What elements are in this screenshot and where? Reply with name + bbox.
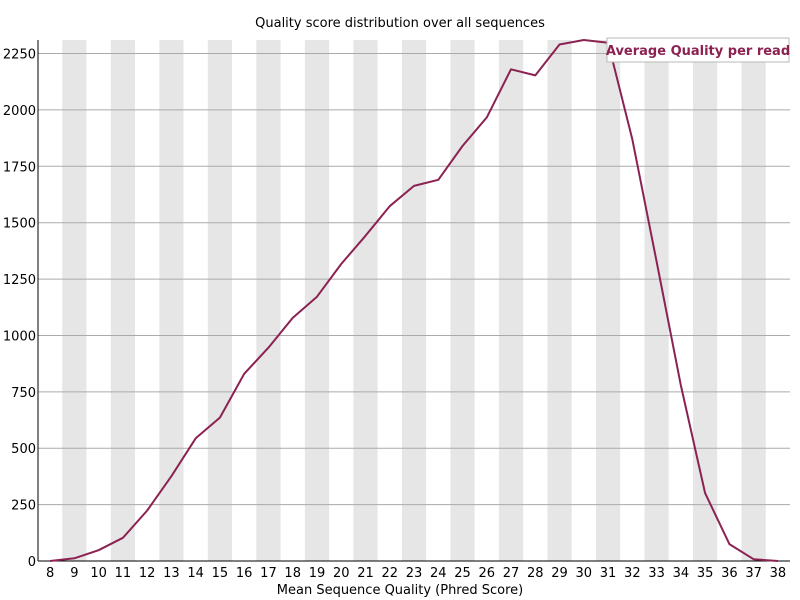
y-tick-label: 1000 [3, 329, 36, 344]
x-tick-label: 26 [479, 566, 496, 581]
x-tick-label: 22 [381, 566, 398, 581]
shade-band [401, 40, 427, 561]
x-tick-label: 23 [406, 566, 423, 581]
y-tick-label: 250 [11, 499, 36, 514]
x-tick-label: 30 [576, 566, 593, 581]
shade-band [304, 40, 330, 561]
shade-band [450, 40, 475, 561]
shade-band [498, 40, 524, 561]
series-line [49, 39, 778, 562]
shade-band [741, 40, 766, 561]
shade-band [110, 40, 136, 561]
shade-band [353, 40, 378, 561]
x-tick-label: 21 [357, 566, 374, 581]
x-tick-label: 29 [551, 566, 568, 581]
y-tick-label: 1750 [3, 160, 36, 175]
x-tick-label: 24 [430, 566, 447, 581]
x-tick-label: 8 [46, 566, 54, 581]
shade-band [159, 40, 184, 561]
y-tick-label: 1250 [3, 273, 36, 288]
y-tick-label: 0 [28, 555, 36, 570]
shade-band [547, 40, 572, 561]
shade-band [595, 40, 621, 561]
y-tick-label: 2250 [3, 48, 36, 63]
shade-band [692, 40, 718, 561]
x-tick-label: 11 [115, 566, 132, 581]
chart-title: Quality score distribution over all sequ… [255, 16, 545, 31]
x-tick-label: 16 [236, 566, 253, 581]
legend-box [606, 37, 790, 63]
x-tick-label: 12 [139, 566, 156, 581]
x-tick-label: 20 [333, 566, 350, 581]
x-tick-label: 14 [187, 566, 204, 581]
y-tick-label: 2000 [3, 104, 36, 119]
x-axis-label: Mean Sequence Quality (Phred Score) [276, 583, 524, 598]
shade-band [256, 40, 281, 561]
shade-band [62, 40, 87, 561]
y-tick-label: 500 [11, 442, 36, 457]
y-tick-label: 1500 [3, 217, 36, 232]
x-tick-label: 37 [745, 566, 762, 581]
x-tick-label: 9 [70, 566, 78, 581]
x-tick-label: 38 [770, 566, 787, 581]
x-tick-label: 33 [648, 566, 665, 581]
x-tick-label: 10 [90, 566, 107, 581]
x-tick-label: 36 [721, 566, 738, 581]
x-tick-label: 19 [309, 566, 326, 581]
x-tick-label: 35 [697, 566, 714, 581]
x-tick-label: 25 [454, 566, 471, 581]
x-tick-label: 31 [600, 566, 617, 581]
x-tick-label: 27 [503, 566, 520, 581]
series-lines [49, 39, 778, 562]
legend-label: Average Quality per read [606, 44, 790, 59]
x-tick-label: 18 [284, 566, 301, 581]
x-tick-label: 32 [624, 566, 641, 581]
x-tick-label: 13 [163, 566, 180, 581]
axes [37, 40, 790, 562]
y-tick-labels: 0 250 500 750 1000 1250 1500 1750 2000 2250 [3, 48, 36, 570]
x-tick-label: 34 [673, 566, 690, 581]
x-tick-label: 28 [527, 566, 544, 581]
x-tick-label: 15 [212, 566, 229, 581]
legend: Average Quality per read [606, 37, 790, 63]
shade-band [207, 40, 233, 561]
y-tick-label: 750 [11, 386, 36, 401]
x-tick-label: 17 [260, 566, 277, 581]
x-tick-labels: 8 9 10 11 12 13 14 15 16 17 18 19 20 21 22 23 24 25 26 27 28… [46, 566, 786, 581]
column-shading [62, 40, 766, 561]
